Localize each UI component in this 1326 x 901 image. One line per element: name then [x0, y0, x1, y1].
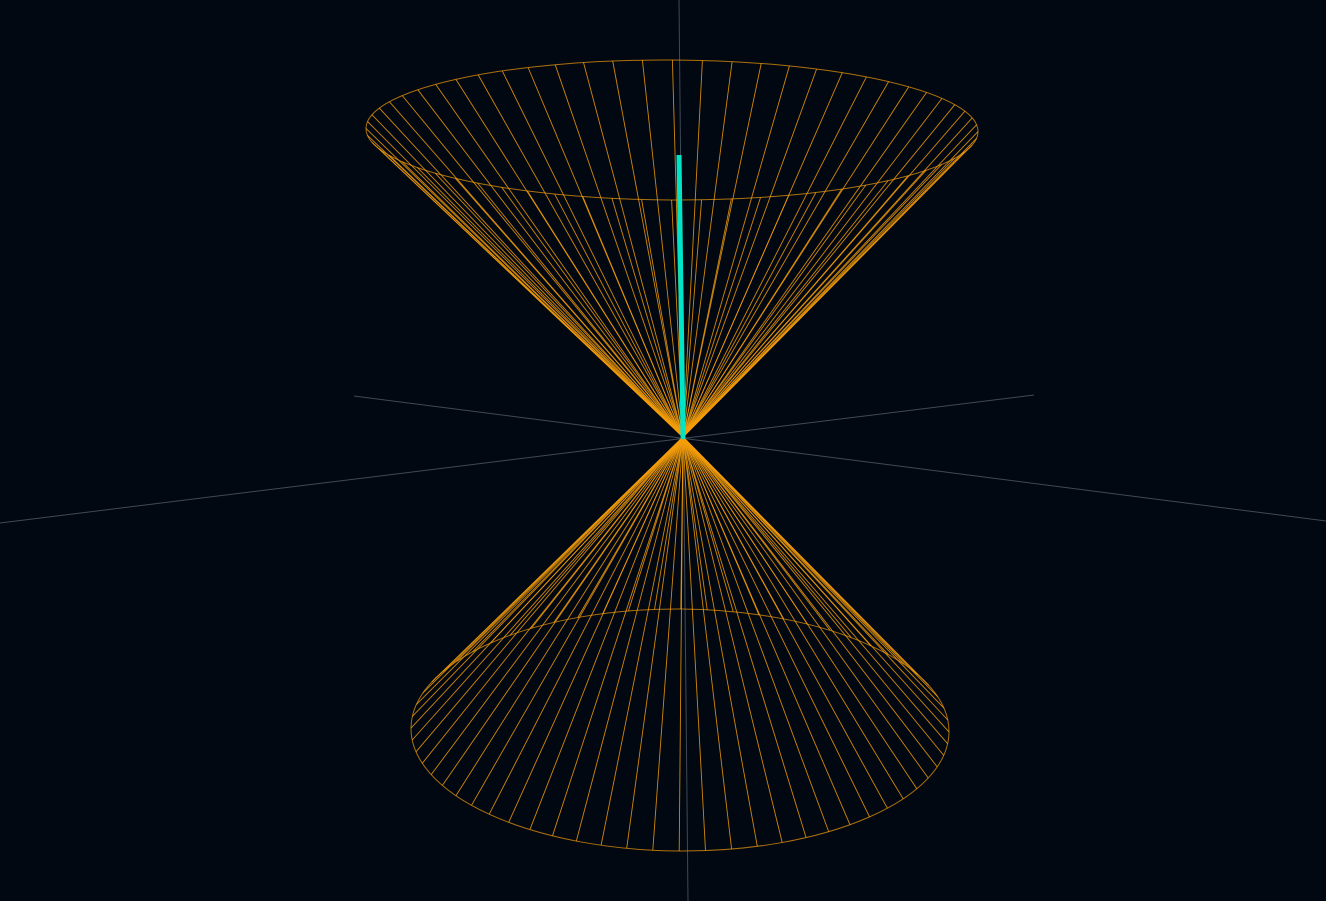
past-cone-generator-line: [682, 436, 807, 838]
future-cone-generator-line: [434, 172, 684, 438]
future-cone-generator-line: [682, 199, 703, 438]
past-cone-generator-line: [682, 436, 733, 850]
past-cone-generator-line: [472, 436, 684, 653]
past-cone-generator-line: [682, 436, 734, 612]
future-cone-generator-line: [682, 117, 973, 438]
past-cone-generator-line: [682, 436, 871, 818]
future-cone-generator-line: [365, 128, 684, 438]
origin-point: [680, 434, 686, 440]
future-cone-generator-line: [435, 84, 684, 438]
past-cone-generator-line: [682, 436, 783, 843]
future-cone-generator-line: [611, 198, 684, 438]
future-cone-generator-line: [682, 197, 761, 438]
past-cone-generator-line: [682, 436, 785, 620]
past-cone-generator-line: [682, 436, 831, 631]
future-cone-generator-line: [682, 92, 927, 438]
past-cone-generator-line: [652, 436, 684, 851]
future-cone-generator-line: [455, 79, 684, 438]
future-cone-generator-line: [641, 60, 684, 438]
past-cone-generator-line: [682, 436, 760, 615]
future-cone-generator-line: [527, 67, 684, 438]
future-cone-generator-line: [682, 104, 956, 438]
future-cone-generator-line: [389, 101, 684, 438]
future-cone-generator-line: [378, 107, 684, 438]
past-cone-generator-line: [577, 436, 684, 618]
past-cone-generator-line: [626, 436, 684, 849]
past-cone-generator-line: [553, 436, 684, 623]
past-cone-generator-line: [682, 436, 852, 638]
future-cone-generator-line: [682, 65, 790, 438]
future-cone-generator-line: [682, 76, 867, 438]
past-cone-generator-line: [682, 436, 758, 847]
future-cone: [365, 59, 979, 438]
future-cone-generator-line: [554, 64, 684, 438]
past-cone-generator-line: [552, 436, 684, 836]
future-cone-generator-line: [641, 199, 684, 438]
past-cone-generator-line: [488, 436, 684, 815]
future-cone-generator-line: [682, 180, 889, 438]
past-cone-generator-line: [682, 436, 939, 698]
future-cone-generator-line: [367, 121, 684, 438]
future-cone-generator-line: [501, 70, 684, 438]
future-cone-generator-line: [682, 157, 955, 438]
horizontal-axis-b: [353, 395, 1326, 522]
past-cone-generator-line: [682, 436, 948, 744]
future-cone-generator-line: [401, 95, 684, 438]
future-cone-generator-line: [682, 72, 843, 438]
future-cone-generator-line: [477, 74, 684, 438]
past-cone-generator-line: [529, 436, 684, 830]
future-cone-generator-line: [682, 98, 943, 438]
horizontal-axis-a: [0, 394, 1035, 524]
past-cone-generator-line: [456, 436, 684, 662]
future-cone-generator-line: [682, 63, 762, 438]
past-cone-generator-line: [530, 436, 684, 629]
timelike-vector: [676, 154, 686, 437]
future-cone-generator-line: [682, 81, 889, 438]
past-cone-generator-line: [682, 436, 708, 610]
past-cone-generator-line: [455, 436, 684, 796]
past-cone-generator-line: [682, 436, 706, 851]
past-cone-rim: [410, 608, 950, 852]
future-cone-generator-line: [371, 114, 684, 438]
past-cone-generator-line: [575, 436, 684, 842]
past-cone-generator-line: [602, 436, 684, 614]
past-cone-generator-line: [600, 436, 684, 846]
future-cone-generator-line: [612, 60, 684, 438]
future-cone-generator-line: [682, 192, 817, 438]
past-cone-generator-line: [682, 436, 808, 625]
future-cone-generator-line: [682, 60, 703, 438]
past-cone-generator-line: [654, 436, 684, 610]
past-cone: [410, 436, 950, 852]
past-cone-generator-line: [680, 436, 684, 610]
past-cone-generator-line: [490, 436, 684, 644]
future-cone-generator-line: [554, 193, 684, 438]
future-cone-generator-line: [682, 68, 818, 438]
future-cone-generator-line: [682, 184, 867, 438]
past-cone-generator-line: [682, 436, 830, 832]
future-cone-generator-line: [367, 134, 684, 438]
future-cone-generator-line: [583, 62, 684, 438]
future-cone-generator-line: [682, 110, 966, 438]
future-cone-generator-line: [682, 86, 910, 438]
past-cone-generator-line: [430, 436, 684, 775]
past-cone-generator-line: [627, 436, 684, 612]
future-cone-generator-line: [682, 124, 977, 438]
future-cone-generator-line: [682, 151, 966, 438]
past-cone-generator-line: [682, 436, 945, 709]
past-cone-generator-line: [682, 436, 929, 779]
past-cone-generator-line: [682, 436, 945, 756]
future-cone-generator-line: [501, 187, 684, 438]
past-cone-generator-line: [471, 436, 684, 806]
future-cone-rim: [365, 59, 979, 201]
past-cone-generator-line: [415, 436, 684, 753]
future-cone-generator-line: [682, 61, 733, 438]
past-cone-generator-line: [682, 436, 949, 721]
past-cone-generator-line: [411, 436, 684, 741]
past-cone-generator-line: [682, 436, 904, 800]
future-cone-generator-line: [417, 89, 684, 438]
past-cone-generator-line: [509, 436, 684, 636]
past-cone-generator-line: [682, 436, 872, 647]
